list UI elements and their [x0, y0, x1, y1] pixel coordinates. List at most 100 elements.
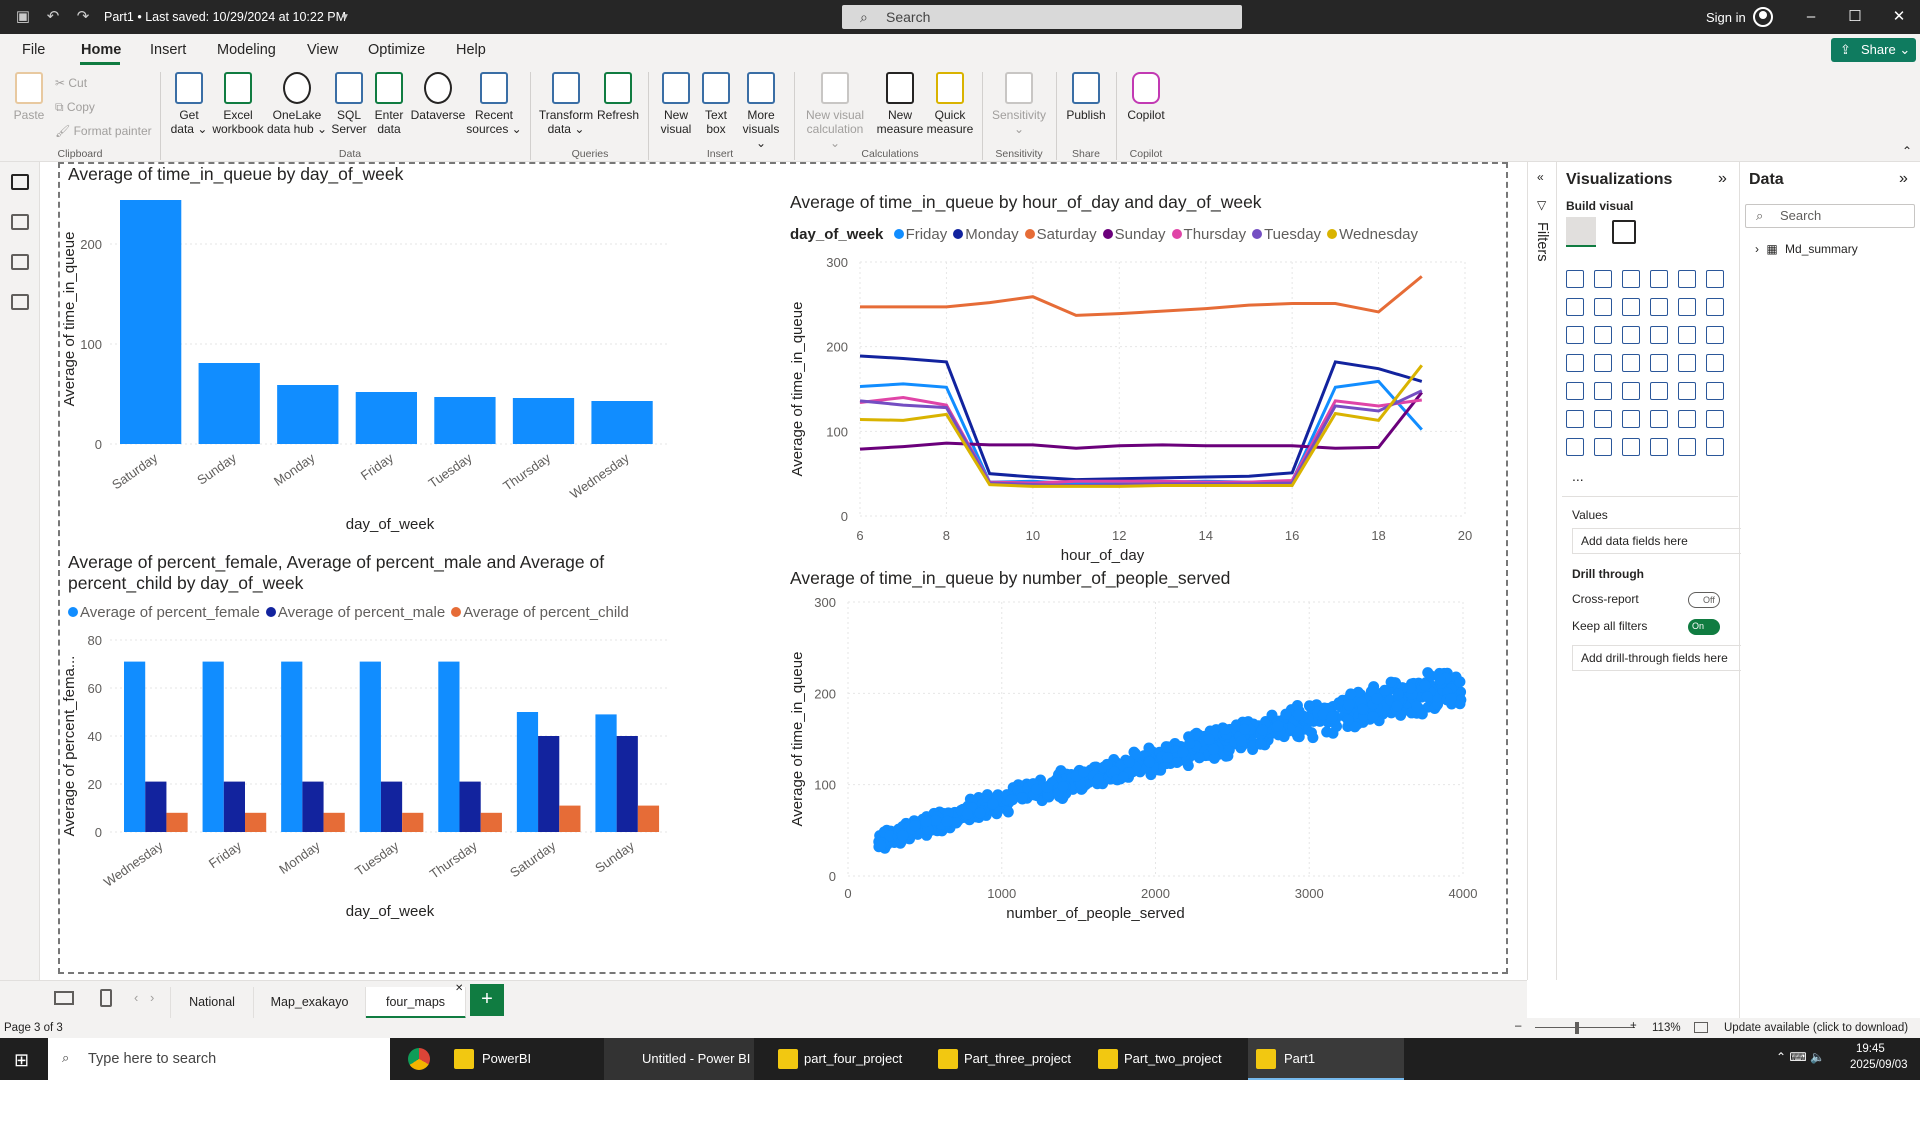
- mobile-layout-icon[interactable]: [100, 989, 112, 1007]
- visual-type-icon[interactable]: [1622, 354, 1640, 372]
- refresh-button[interactable]: Refresh: [594, 72, 642, 122]
- visual-type-icon[interactable]: [1622, 438, 1640, 456]
- visual-type-icon[interactable]: [1678, 326, 1696, 344]
- visual-type-icon[interactable]: [1566, 438, 1584, 456]
- visual-type-icon[interactable]: [1678, 354, 1696, 372]
- model-view-icon[interactable]: [11, 254, 29, 270]
- cut-button[interactable]: ✂ Cut: [55, 76, 88, 90]
- visual-type-icon[interactable]: [1622, 298, 1640, 316]
- close-tab-icon[interactable]: ✕: [455, 983, 464, 994]
- visual-type-icon[interactable]: [1622, 326, 1640, 344]
- sign-in-link[interactable]: Sign in: [1706, 10, 1746, 25]
- menu-view[interactable]: View: [307, 42, 339, 58]
- taskbar-app-part-four[interactable]: part_four_project: [770, 1038, 920, 1080]
- legend-entry[interactable]: Tuesday: [1246, 226, 1321, 243]
- legend-entry[interactable]: Friday: [888, 226, 947, 243]
- visual-type-icon[interactable]: [1566, 410, 1584, 428]
- visual-type-icon[interactable]: [1594, 354, 1612, 372]
- visual-type-icon[interactable]: [1650, 410, 1668, 428]
- menu-insert[interactable]: Insert: [150, 42, 187, 58]
- visual-type-icon[interactable]: [1622, 410, 1640, 428]
- share-button[interactable]: ⇪ Share ⌄: [1831, 38, 1916, 62]
- visual-type-icon[interactable]: [1706, 298, 1724, 316]
- expand-filters-icon[interactable]: «: [1537, 170, 1544, 184]
- visual-type-icon[interactable]: [1650, 326, 1668, 344]
- scroll-right-icon[interactable]: ›: [150, 990, 155, 1005]
- dataverse-button[interactable]: Dataverse: [408, 72, 468, 122]
- zoom-slider-thumb[interactable]: [1575, 1022, 1579, 1034]
- visual-type-icon[interactable]: [1678, 382, 1696, 400]
- copy-button[interactable]: ⧉ Copy: [55, 100, 95, 114]
- visual-type-icon[interactable]: [1706, 438, 1724, 456]
- data-search-input[interactable]: ⌕ Search: [1745, 204, 1915, 228]
- new-visual-button[interactable]: New visual: [656, 72, 696, 136]
- legend-entry[interactable]: Thursday: [1166, 226, 1246, 243]
- visual-type-icon[interactable]: [1622, 270, 1640, 288]
- redo-icon[interactable]: ↷: [76, 8, 90, 25]
- build-visual-tab-icon[interactable]: [1566, 217, 1596, 247]
- legend-entry[interactable]: Sunday: [1097, 226, 1166, 243]
- filters-pane[interactable]: « ▽ Filters: [1527, 162, 1557, 980]
- minimize-icon[interactable]: –: [1806, 8, 1816, 25]
- publish-button[interactable]: Publish: [1062, 72, 1110, 122]
- windows-start-icon[interactable]: ⊞: [14, 1050, 30, 1070]
- chrome-icon[interactable]: [408, 1048, 430, 1070]
- legend-entry[interactable]: Wednesday: [1321, 226, 1418, 243]
- visual-type-icon[interactable]: [1594, 382, 1612, 400]
- legend-entry[interactable]: Average of percent_male: [260, 604, 445, 621]
- menu-file[interactable]: File: [22, 42, 46, 58]
- user-avatar-icon[interactable]: [1753, 7, 1773, 27]
- fit-to-page-icon[interactable]: [1694, 1022, 1708, 1033]
- system-tray-icons[interactable]: ⌃ ⌨ 🔈: [1776, 1050, 1825, 1064]
- legend-entry[interactable]: Average of percent_child: [445, 604, 629, 621]
- visual-type-icon[interactable]: [1678, 410, 1696, 428]
- visual-type-icon[interactable]: [1594, 270, 1612, 288]
- visual-type-icon[interactable]: [1678, 270, 1696, 288]
- sensitivity-button[interactable]: Sensitivity ⌄: [988, 72, 1050, 136]
- desktop-layout-icon[interactable]: [54, 991, 74, 1005]
- legend-entry[interactable]: Monday: [947, 226, 1019, 243]
- visual-type-icon[interactable]: [1566, 298, 1584, 316]
- title-dropdown-icon[interactable]: ▼: [340, 12, 350, 23]
- visual-type-icon[interactable]: [1650, 438, 1668, 456]
- sql-server-button[interactable]: SQL Server: [330, 72, 368, 136]
- visual-type-icon[interactable]: [1706, 270, 1724, 288]
- onelake-data-hub-button[interactable]: OneLake data hub ⌄: [266, 72, 328, 136]
- visual-type-icon[interactable]: [1566, 382, 1584, 400]
- menu-help[interactable]: Help: [456, 42, 486, 58]
- visual-type-icon[interactable]: [1706, 410, 1724, 428]
- visual-type-icon[interactable]: [1650, 382, 1668, 400]
- page-tab-four-maps[interactable]: four_maps: [366, 987, 466, 1019]
- new-visual-calculation-button[interactable]: New visual calculation ⌄: [800, 72, 870, 150]
- add-page-button[interactable]: +: [470, 984, 504, 1016]
- recent-sources-button[interactable]: Recent sources ⌄: [466, 72, 522, 136]
- more-visuals-button[interactable]: More visuals ⌄: [736, 72, 786, 150]
- format-visual-tab-icon[interactable]: [1612, 220, 1636, 244]
- drill-through-drop-zone[interactable]: Add drill-through fields here: [1572, 645, 1742, 671]
- taskbar-app-part1[interactable]: Part1: [1248, 1038, 1404, 1080]
- visual-type-icon[interactable]: [1678, 438, 1696, 456]
- collapse-ribbon-icon[interactable]: ⌃: [1902, 144, 1913, 158]
- more-visuals-ellipsis[interactable]: ...: [1572, 468, 1584, 484]
- visual-type-icon[interactable]: [1650, 298, 1668, 316]
- maximize-icon[interactable]: ☐: [1848, 8, 1862, 25]
- copilot-button[interactable]: Copilot: [1122, 72, 1170, 122]
- text-box-button[interactable]: Text box: [698, 72, 734, 136]
- visual-type-icon[interactable]: [1594, 326, 1612, 344]
- collapse-data-pane-icon[interactable]: »: [1899, 170, 1908, 187]
- transform-data-button[interactable]: Transform data ⌄: [536, 72, 596, 136]
- get-data-button[interactable]: Get data ⌄: [168, 72, 210, 136]
- visual-type-icon[interactable]: [1622, 382, 1640, 400]
- enter-data-button[interactable]: Enter data: [370, 72, 408, 136]
- collapse-pane-icon[interactable]: »: [1718, 170, 1727, 187]
- zoom-in-icon[interactable]: +: [1630, 1020, 1637, 1032]
- visual-type-icon[interactable]: [1706, 354, 1724, 372]
- page-tab-map-exakayo[interactable]: Map_exakayo: [254, 987, 366, 1019]
- global-search[interactable]: ⌕ Search: [842, 5, 1242, 29]
- visual-type-icon[interactable]: [1594, 298, 1612, 316]
- visual-type-icon[interactable]: [1594, 438, 1612, 456]
- zoom-slider[interactable]: [1535, 1027, 1635, 1028]
- visual-type-icon[interactable]: [1566, 326, 1584, 344]
- visual-type-icon[interactable]: [1566, 354, 1584, 372]
- legend-entry[interactable]: Average of percent_female: [68, 604, 260, 621]
